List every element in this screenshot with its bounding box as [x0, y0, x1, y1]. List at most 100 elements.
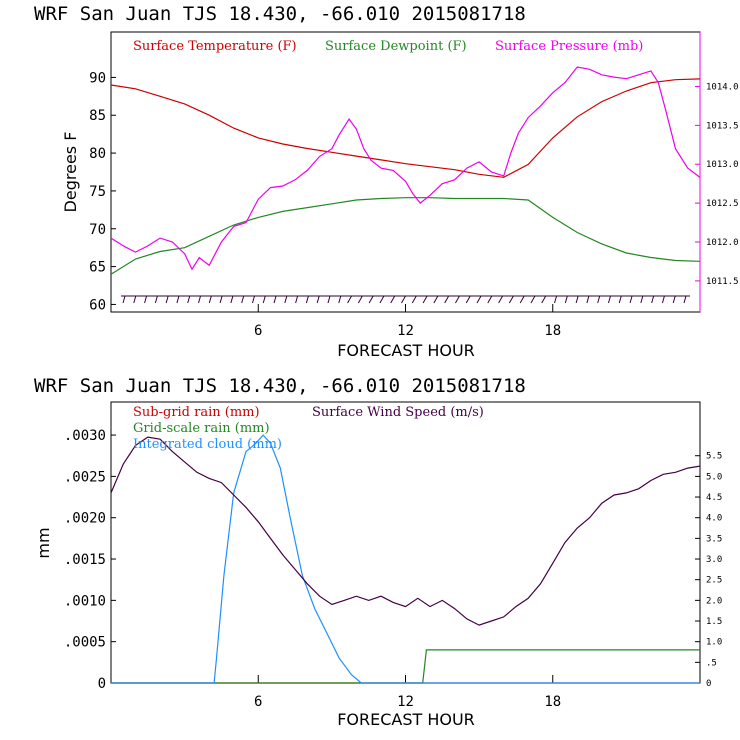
bottom-chart-title: WRF San Juan TJS 18.430, -66.010 2015081… — [34, 375, 526, 397]
wind-barb — [219, 295, 223, 304]
wind-barb — [422, 295, 428, 304]
bottom-series-line-2 — [111, 434, 700, 684]
wind-barb — [144, 295, 148, 304]
wind-barb — [241, 295, 245, 304]
wind-barb — [187, 295, 191, 304]
bottom-y2-tick-label: 5.0 — [706, 472, 722, 482]
chart-marks: 6 12 18606570758085901011.51012.01012.5101… — [64, 39, 739, 710]
top-y2-tick-label: 1012.0 — [706, 238, 739, 248]
top-y-tick-label: 85 — [89, 108, 106, 124]
wind-barb — [618, 295, 622, 304]
bottom-y-tick-label: .0030 — [64, 428, 106, 444]
wind-barb — [541, 295, 547, 304]
bottom-y2-tick-label: 1.5 — [706, 617, 722, 627]
wind-barb — [651, 295, 655, 304]
top-series-line-0 — [110, 78, 701, 178]
bottom-y-tick-label: .0005 — [64, 635, 106, 651]
top-x-tick-label: 6 — [254, 323, 262, 339]
wind-barb — [629, 295, 633, 304]
top-x-tick-label: 18 — [544, 323, 561, 339]
wind-barb — [295, 295, 299, 304]
bottom-x-tick-label: 18 — [544, 694, 561, 710]
bottom-y2-tick-label: 1.0 — [706, 638, 722, 648]
top-y2-tick-label: 1013.5 — [706, 121, 739, 131]
wind-barb — [575, 295, 579, 304]
bottom-y2-tick-label: 2.5 — [706, 576, 722, 586]
wind-barb — [508, 295, 514, 304]
bottom-y-tick-label: .0025 — [64, 469, 106, 485]
top-x-tick-label: 12 — [397, 323, 414, 339]
wind-barb — [347, 295, 352, 304]
top-y2-tick-label: 1011.5 — [706, 277, 739, 287]
bottom-y-tick-label: 0 — [98, 676, 106, 692]
wind-barb — [564, 295, 568, 304]
bottom-x-tick-label: 12 — [397, 694, 414, 710]
top-y-tick-label: 60 — [89, 297, 106, 313]
bottom-x-tick-label: 6 — [254, 694, 262, 710]
bottom-y-axis-label: mm — [34, 527, 53, 558]
wind-barb — [661, 295, 665, 304]
top-legend-entry: Surface Temperature (F) — [133, 39, 297, 54]
wind-barb — [273, 295, 277, 304]
bottom-legend-entry: Sub-grid rain (mm) — [133, 405, 260, 420]
wind-barb — [433, 295, 439, 304]
wind-barb — [379, 295, 385, 304]
wind-barb — [487, 295, 493, 304]
wind-barb — [444, 295, 450, 304]
wind-barb — [672, 295, 676, 304]
wind-barb — [305, 295, 309, 304]
bottom-y2-tick-label: 4.5 — [706, 493, 722, 503]
bottom-y2-tick-label: 3.5 — [706, 534, 722, 544]
bottom-legend-entry: Integrated cloud (mm) — [133, 437, 282, 452]
top-y-axis-label: Degrees F — [61, 132, 80, 213]
top-y2-tick-label: 1012.5 — [706, 199, 739, 209]
wind-barb — [338, 295, 342, 304]
wind-barb — [390, 295, 396, 304]
wind-barb — [176, 295, 180, 304]
bottom-y-tick-label: .0010 — [64, 593, 106, 609]
top-y-tick-label: 70 — [89, 222, 106, 238]
bottom-series-line-1 — [111, 649, 700, 684]
wind-barb — [262, 295, 266, 304]
wind-barb — [554, 295, 558, 304]
wind-barb — [640, 295, 644, 304]
wind-barb — [327, 295, 331, 304]
top-y2-tick-label: 1013.0 — [706, 160, 739, 170]
bottom-y2-tick-label: 5.5 — [706, 452, 722, 462]
wind-barb — [586, 295, 590, 304]
wind-barb — [683, 295, 687, 304]
wind-barb — [198, 295, 201, 304]
wind-barb — [455, 295, 460, 304]
bottom-y-tick-label: .0020 — [64, 511, 106, 527]
top-plot-frame — [110, 31, 701, 313]
wind-barb — [401, 295, 406, 304]
top-y-tick-label: 90 — [89, 70, 106, 86]
wind-barb — [519, 295, 525, 304]
wind-barb — [411, 295, 417, 304]
wind-barb — [251, 295, 255, 304]
wind-barb — [316, 295, 320, 304]
wind-barb — [357, 295, 363, 304]
wind-barb — [530, 295, 536, 304]
top-x-axis-label: FORECAST HOUR — [337, 341, 475, 360]
bottom-legend-entry: Grid-scale rain (mm) — [133, 421, 270, 436]
top-legend-entry: Surface Dewpoint (F) — [325, 39, 467, 54]
wind-barb — [368, 295, 374, 304]
bottom-x-axis-label: FORECAST HOUR — [337, 710, 475, 729]
wind-barb — [230, 295, 234, 304]
wind-barb — [608, 295, 611, 304]
top-y-tick-label: 80 — [89, 146, 106, 162]
bottom-y-tick-label: .0015 — [64, 552, 106, 568]
top-series-line-2 — [110, 66, 701, 271]
wind-barb — [122, 295, 126, 304]
wind-barb — [465, 295, 471, 304]
top-series-line-1 — [110, 197, 701, 275]
top-y2-tick-label: 1014.0 — [706, 82, 739, 92]
wind-barb — [208, 295, 212, 304]
bottom-y2-tick-label: 2.0 — [706, 596, 722, 606]
bottom-series-line-3 — [110, 436, 701, 626]
wind-barb — [165, 295, 169, 304]
top-y-tick-label: 75 — [89, 184, 106, 200]
wind-barb — [597, 295, 601, 304]
bottom-y2-tick-label: 4.0 — [706, 514, 722, 524]
